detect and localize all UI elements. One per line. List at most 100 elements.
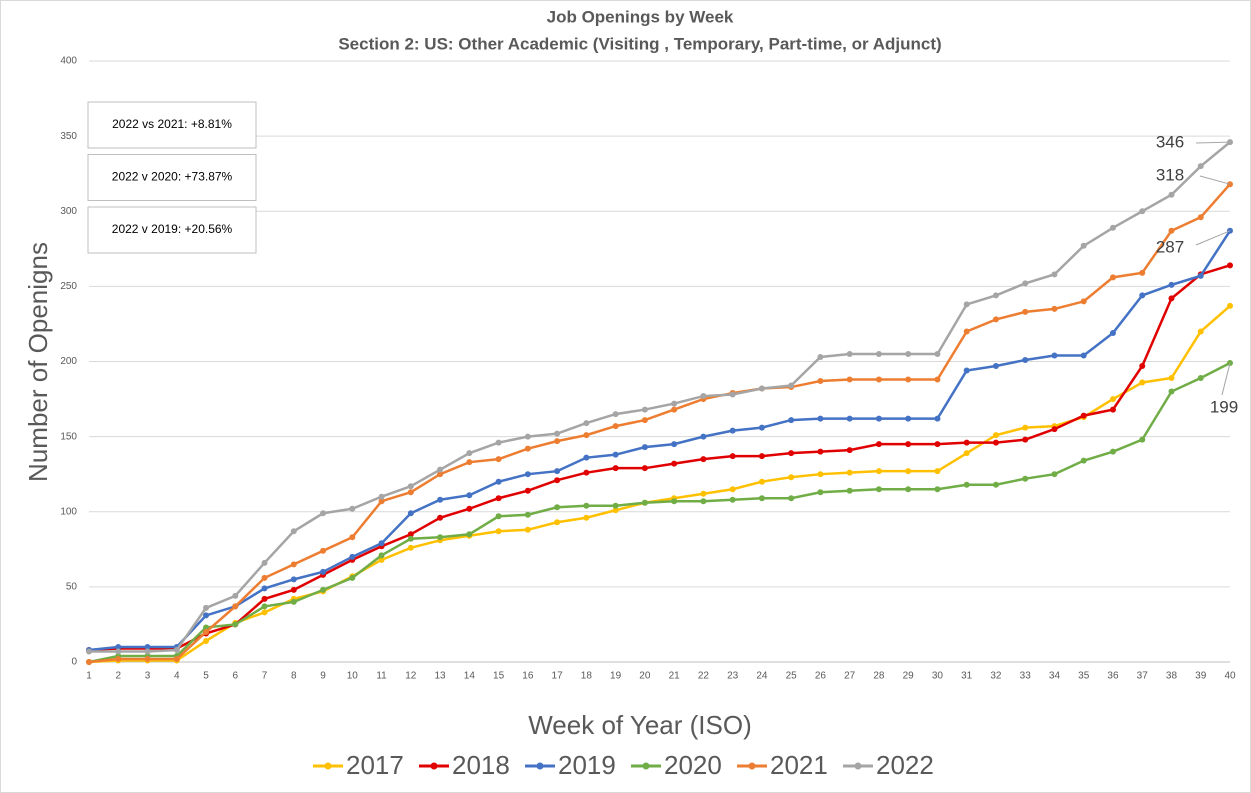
series-marker: [758, 424, 765, 431]
series-marker: [290, 586, 297, 593]
x-tick-label: 40: [1224, 671, 1236, 682]
series-marker: [758, 478, 765, 485]
x-tick-label: 34: [1049, 671, 1061, 682]
x-tick-label: 27: [844, 671, 856, 682]
x-tick-label: 32: [990, 671, 1002, 682]
series-marker: [641, 499, 648, 506]
y-tick-label: 50: [66, 582, 78, 593]
series-marker: [963, 450, 970, 457]
annotation: 318: [1156, 165, 1184, 184]
series-marker: [700, 490, 707, 497]
series-marker: [905, 441, 912, 448]
series-marker: [992, 363, 999, 370]
chart-title: Job Openings by Week: [547, 7, 734, 26]
series-marker: [524, 445, 531, 452]
series-marker: [232, 603, 239, 610]
series-marker: [1139, 379, 1146, 386]
series-marker: [1227, 262, 1233, 269]
series-marker: [495, 495, 502, 502]
series-marker: [261, 574, 268, 581]
legend-label: 2021: [770, 750, 828, 780]
series-marker: [524, 433, 531, 440]
note-text: 2022 v 2019: +20.56%: [112, 222, 233, 236]
series-marker: [524, 526, 531, 533]
series-marker: [758, 385, 765, 392]
series-marker: [729, 486, 736, 493]
series-marker: [583, 420, 590, 427]
series-marker: [1139, 363, 1146, 370]
series-marker: [495, 439, 502, 446]
series-marker: [320, 568, 327, 575]
series-marker: [700, 456, 707, 463]
series-marker: [554, 430, 561, 437]
series-marker: [817, 489, 824, 496]
x-tick-label: 5: [203, 671, 209, 682]
series-marker: [700, 498, 707, 505]
series-marker: [524, 471, 531, 478]
series-line: [89, 141, 1231, 653]
x-tick-label: 37: [1137, 671, 1149, 682]
series-marker: [554, 468, 561, 475]
series-marker: [349, 505, 356, 512]
series-marker: [1051, 352, 1058, 359]
series-marker: [378, 493, 385, 500]
series-marker: [232, 621, 239, 628]
x-tick-label: 38: [1166, 671, 1178, 682]
series-marker: [963, 367, 970, 374]
series-marker: [992, 432, 999, 439]
series-marker: [671, 406, 678, 413]
series-marker: [1051, 471, 1058, 478]
y-tick-label: 200: [60, 356, 77, 367]
series-marker: [349, 534, 356, 541]
series-marker: [554, 504, 561, 511]
note-text: 2022 vs 2021: +8.81%: [112, 117, 232, 131]
series-marker: [203, 604, 210, 611]
series-marker: [992, 292, 999, 299]
series-marker: [875, 468, 882, 475]
series-marker: [905, 486, 912, 493]
series-marker: [261, 559, 268, 566]
series-marker: [144, 643, 151, 650]
series-marker: [963, 328, 970, 335]
series-marker: [612, 465, 619, 472]
series-marker: [846, 376, 853, 383]
series-marker: [817, 448, 824, 455]
series-marker: [1168, 191, 1175, 198]
annotation-leader: [1221, 362, 1231, 396]
series-marker: [1168, 281, 1175, 288]
series-marker: [1197, 272, 1204, 279]
series-marker: [1109, 329, 1116, 336]
series-marker: [1197, 214, 1204, 221]
legend-marker: [536, 762, 544, 770]
y-tick-label: 300: [60, 206, 77, 217]
series-marker: [203, 624, 210, 631]
series-marker: [1168, 388, 1175, 395]
y-tick-label: 400: [60, 56, 77, 67]
y-tick-label: 0: [71, 657, 77, 668]
series-marker: [144, 655, 151, 662]
series-marker: [729, 391, 736, 398]
x-tick-label: 4: [174, 671, 180, 682]
series-marker: [290, 561, 297, 568]
series-marker: [554, 477, 561, 484]
series-marker: [671, 460, 678, 467]
series-marker: [875, 350, 882, 357]
series-marker: [641, 465, 648, 472]
legend-label: 2020: [664, 750, 722, 780]
series-marker: [378, 498, 385, 505]
x-tick-label: 2: [115, 671, 121, 682]
series-marker: [203, 612, 210, 619]
series-marker: [758, 453, 765, 460]
x-tick-label: 10: [347, 671, 359, 682]
y-axis-title: Number of Openigns: [23, 242, 53, 482]
x-tick-label: 6: [233, 671, 239, 682]
series-marker: [203, 637, 210, 644]
series-marker: [466, 459, 473, 466]
legend-marker: [642, 762, 650, 770]
series-marker: [1139, 208, 1146, 215]
y-tick-label: 100: [60, 506, 77, 517]
series-marker: [495, 456, 502, 463]
series-marker: [846, 447, 853, 454]
series-marker: [495, 478, 502, 485]
series-marker: [934, 486, 941, 493]
